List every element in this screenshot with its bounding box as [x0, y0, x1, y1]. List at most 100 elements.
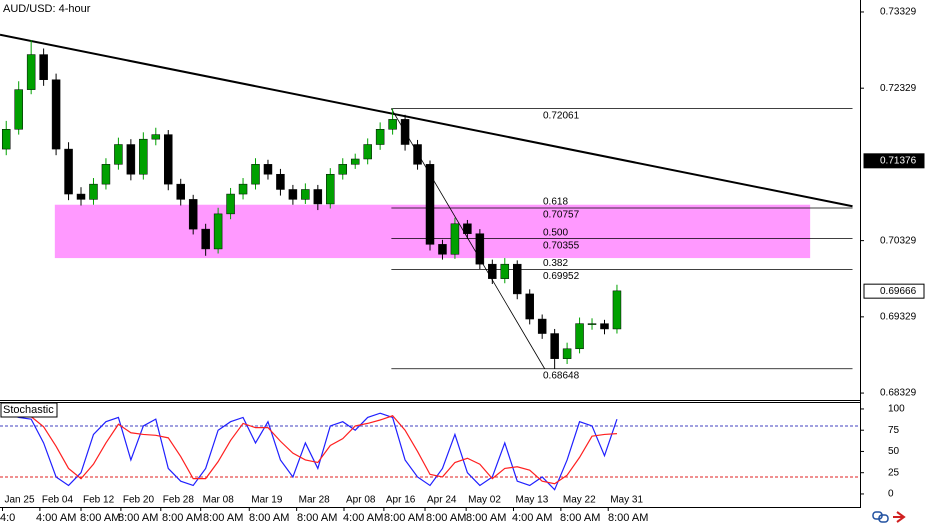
candle-body: [338, 164, 348, 175]
y-tick-label: 0.72329: [880, 83, 917, 94]
time-label: 4:00 AM: [36, 512, 76, 524]
candle-body: [438, 244, 447, 255]
candle-body: [14, 89, 23, 130]
fib-value-label: 0.72061: [543, 110, 580, 121]
time-label: 4:00 AM: [512, 512, 552, 524]
y-tick-label: 75: [888, 425, 900, 436]
candle-body: [139, 138, 148, 175]
candle-body: [450, 223, 460, 255]
x-tick-label: May 13: [516, 495, 549, 506]
candle-body: [26, 54, 36, 90]
toolbar-icons: [872, 511, 906, 523]
candle-body: [89, 183, 98, 200]
candle-body: [188, 199, 198, 230]
arrow-icon[interactable]: [893, 511, 906, 523]
fib-ratio-label: 0.500: [543, 227, 568, 238]
candle-body: [525, 293, 534, 320]
candle-body: [575, 323, 584, 350]
candle-body: [500, 263, 510, 279]
y-tick-label: 0.68329: [880, 388, 917, 399]
candle-body: [151, 134, 161, 140]
candle-body: [51, 79, 61, 150]
candle-body: [1, 129, 11, 150]
time-label: 8:00 AM: [80, 512, 120, 524]
candle-body: [176, 183, 185, 200]
x-tick-label: May 02: [468, 495, 501, 506]
x-tick-label: Mar 08: [203, 495, 235, 506]
price-marker: [863, 153, 925, 169]
candle-body: [600, 323, 609, 330]
indicator-label-box: [0, 402, 58, 418]
chart-title: AUD/USD: 4-hour: [3, 3, 91, 15]
x-tick-label: Feb 12: [83, 495, 115, 506]
fib-ratio-label: 0.618: [543, 197, 568, 208]
candle-body: [488, 263, 497, 279]
y-tick-label: 0: [888, 489, 894, 500]
x-tick-label: May 22: [563, 495, 596, 506]
y-tick-label: 50: [888, 446, 900, 457]
candle-body: [475, 233, 485, 265]
x-tick-label: Mar 28: [299, 495, 331, 506]
candle-body: [263, 164, 273, 175]
time-label: 8:00 AM: [426, 512, 466, 524]
x-tick-label: Apr 08: [346, 495, 376, 506]
y-tick-label: 25: [888, 467, 900, 478]
candle-body: [251, 164, 260, 185]
time-label: 8:00 AM: [560, 512, 600, 524]
fib-ratio-label: 0.382: [543, 258, 568, 269]
fib-value-label: 0.70757: [543, 210, 580, 221]
time-label: 4:00 AM: [343, 512, 383, 524]
time-label: 8:00 AM: [162, 512, 202, 524]
stochastic-line: [6, 412, 618, 491]
candle-body: [612, 290, 622, 330]
candle-body: [350, 158, 360, 165]
time-label: 8:00 AM: [466, 512, 506, 524]
candle-body: [400, 119, 410, 145]
candle-body: [388, 119, 397, 130]
x-tick-label: Feb 04: [42, 495, 74, 506]
fib-value-label: 0.69952: [543, 271, 580, 282]
candle-body: [301, 189, 310, 200]
candle-body: [238, 183, 248, 195]
candle-body: [164, 134, 173, 185]
candle-body: [587, 323, 597, 325]
candle-body: [76, 193, 86, 200]
candle-body: [512, 263, 522, 295]
x-tick-label: Feb 28: [163, 495, 195, 506]
x-tick-label: Apr 16: [386, 495, 416, 506]
y-tick-label: 0.69329: [880, 311, 917, 322]
time-label: 8:00 AM: [608, 512, 648, 524]
candle-body: [463, 223, 472, 234]
candle-body: [326, 173, 335, 205]
x-tick-label: Mar 19: [251, 495, 283, 506]
candle-body: [413, 144, 422, 165]
fib-value-label: 0.68648: [543, 370, 580, 381]
time-label: 8:00 AM: [118, 512, 158, 524]
fib-value-label: 0.70355: [543, 240, 580, 251]
x-tick-label: Jan 25: [4, 495, 34, 506]
time-label: 8:00 AM: [249, 512, 289, 524]
candle-body: [114, 144, 123, 165]
time-label: 8:00 AM: [384, 512, 424, 524]
candle-body: [276, 173, 285, 190]
link-icon[interactable]: [878, 514, 889, 523]
time-label: 4:0: [0, 512, 15, 524]
y-tick-label: 0.73329: [880, 7, 917, 18]
x-tick-label: Feb 20: [123, 495, 155, 506]
price-marker-label: 0.71376: [880, 155, 917, 166]
price-marker-label: 0.69666: [880, 286, 917, 297]
stochastic-line: [6, 415, 617, 485]
candle-body: [64, 148, 73, 195]
candle-body: [39, 54, 48, 80]
candle-body: [126, 144, 136, 175]
time-label: 8:00 AM: [297, 512, 337, 524]
candle-body: [375, 129, 385, 145]
candle-body: [550, 333, 559, 359]
candle-body: [425, 164, 435, 245]
candle-body: [213, 213, 223, 250]
x-tick-label: Apr 24: [427, 495, 457, 506]
candle-body: [537, 318, 547, 334]
candle-body: [363, 144, 372, 160]
